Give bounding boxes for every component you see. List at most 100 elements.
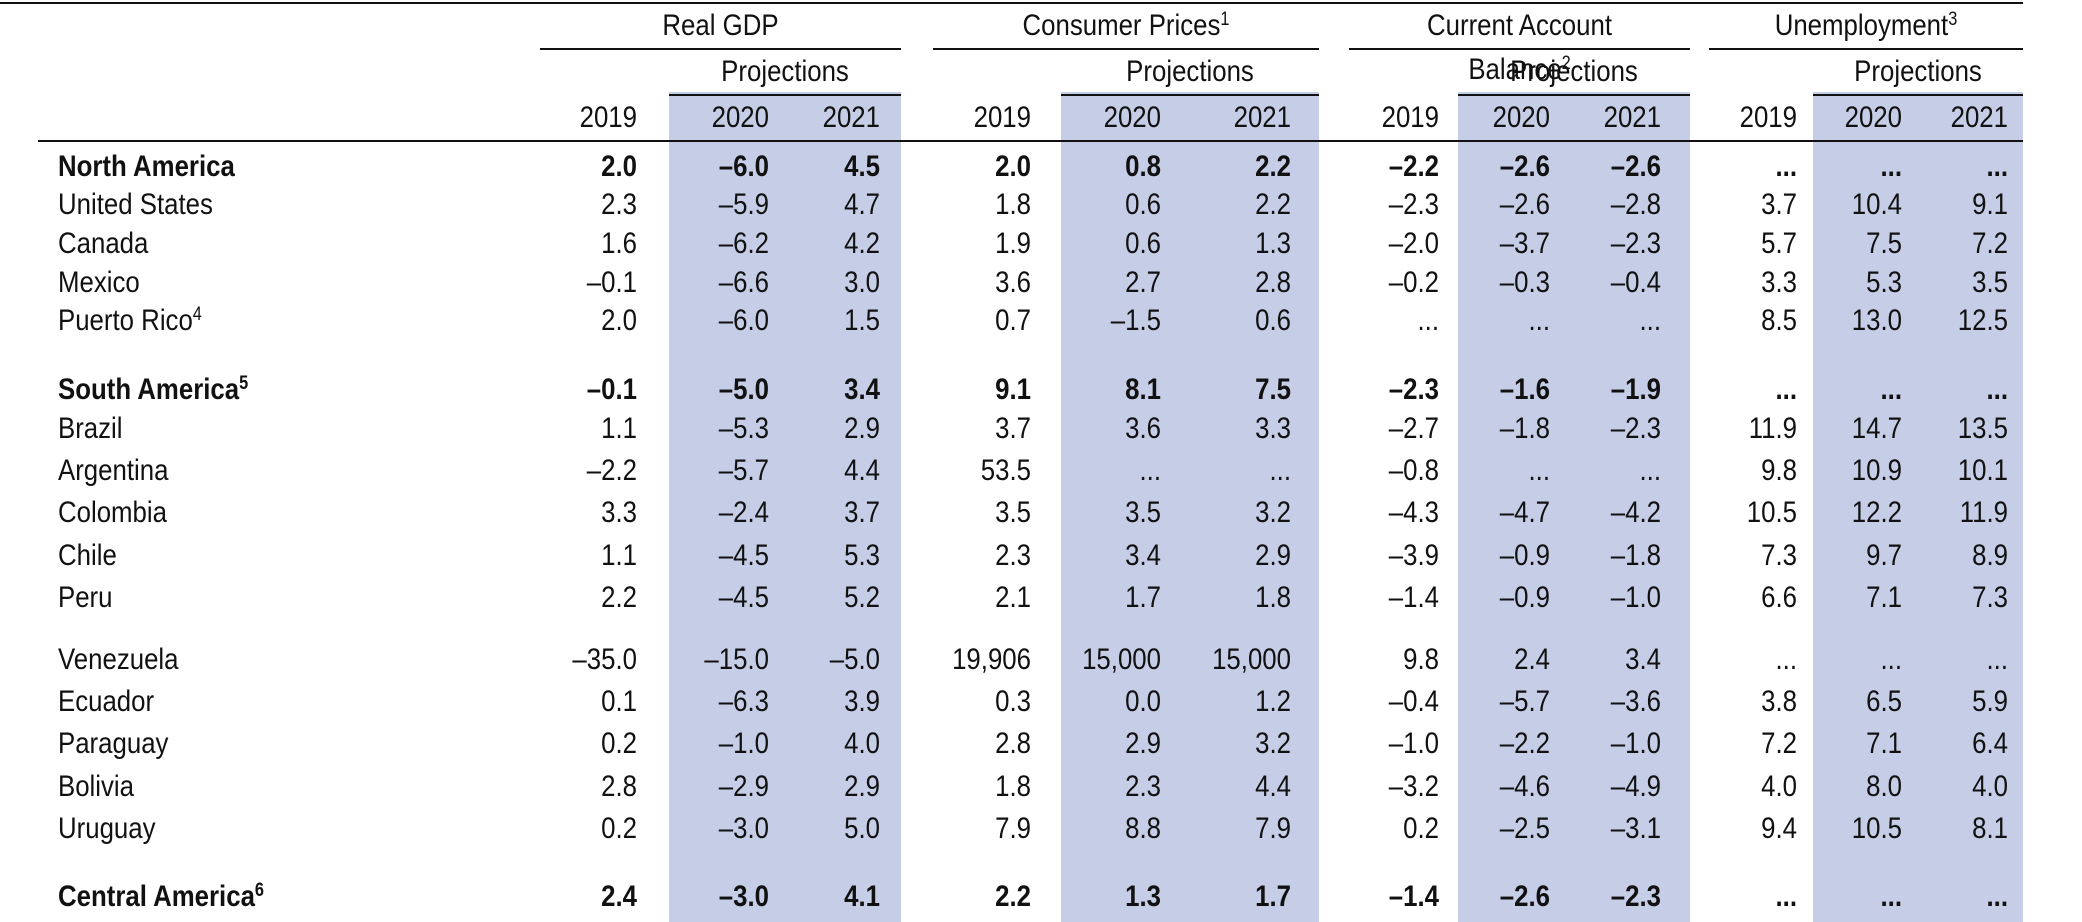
- table-cell: –1.8: [1499, 412, 1550, 445]
- table-cell: 5.3: [844, 539, 880, 572]
- footnote-marker: 3: [1948, 9, 1958, 30]
- table-cell: 7.1: [1866, 581, 1902, 614]
- group-label: Unemployment: [1774, 9, 1949, 42]
- table-cell: –1.0: [1388, 727, 1439, 760]
- table-cell: 0.2: [1403, 812, 1439, 845]
- year-header: 2019: [579, 101, 637, 134]
- table-cell: –5.7: [718, 454, 769, 487]
- table-cell: –3.1: [1610, 812, 1661, 845]
- projections-label-unemp: Projections: [1854, 55, 1982, 88]
- proj-rule-cpi: [1061, 94, 1319, 96]
- row-label-text: Brazil: [58, 412, 123, 445]
- table-cell: 3.4: [1125, 539, 1161, 572]
- group-label: Consumer Prices: [1022, 9, 1221, 42]
- table-cell: –6.0: [718, 150, 769, 183]
- table-cell: –0.2: [1388, 266, 1439, 299]
- table-cell: –2.0: [1388, 227, 1439, 260]
- table-cell: 3.5: [1972, 266, 2008, 299]
- year-header: 2019: [973, 101, 1031, 134]
- table-cell: 1.7: [1125, 581, 1161, 614]
- table-cell: 8.1: [1125, 373, 1161, 406]
- table-cell: 3.4: [844, 373, 880, 406]
- table-cell: 9.4: [1761, 812, 1797, 845]
- table-cell: –2.3: [1610, 880, 1661, 913]
- table-cell: –5.3: [718, 412, 769, 445]
- table-cell: 0.2: [601, 812, 637, 845]
- table-cell: –3.0: [718, 880, 769, 913]
- year-header: 2019: [1381, 101, 1439, 134]
- table-cell: –4.5: [718, 539, 769, 572]
- year-header: 2020: [1844, 101, 1902, 134]
- table-cell: 3.0: [844, 266, 880, 299]
- table-cell: 0.2: [601, 727, 637, 760]
- table-row: United States 2.3 –5.9 4.7 1.8 0.6 2.2 –2.3 –2.6…: [0, 185, 2082, 225]
- table-cell: –4.5: [718, 581, 769, 614]
- table-row: Canada 1.6 –6.2 4.2 1.9 0.6 1.3 –2.0 –3.7 –2.3 5.7…: [0, 224, 2082, 264]
- table-cell: –4.2: [1610, 496, 1661, 529]
- table-cell: 8.5: [1761, 304, 1797, 337]
- row-label: North America: [58, 147, 235, 187]
- table-cell: 2.8: [1255, 266, 1291, 299]
- proj-rule-gdp: [669, 94, 901, 96]
- table-row: Central America6 2.4 –3.0 4.1 2.2 1.3 1.7 –1.4 –…: [0, 877, 2082, 917]
- table-cell: 3.7: [1761, 188, 1797, 221]
- table-row: Venezuela –35.0 –15.0 –5.0 19,906 15,000 15,00…: [0, 640, 2082, 680]
- table-cell: 11.9: [1959, 496, 2008, 529]
- table-cell: –0.9: [1499, 539, 1550, 572]
- table-cell: –4.3: [1388, 496, 1439, 529]
- table-cell: 12.5: [1957, 304, 2008, 337]
- row-label-text: Uruguay: [58, 812, 156, 845]
- table-cell: 1.3: [1255, 227, 1291, 260]
- table-cell: 4.1: [844, 880, 880, 913]
- year-header: 2019: [1739, 101, 1797, 134]
- row-label: Bolivia: [58, 767, 134, 807]
- table-cell: 1.8: [995, 770, 1031, 803]
- table-cell: ...: [1880, 643, 1902, 676]
- table-row: Chile 1.1 –4.5 5.3 2.3 3.4 2.9 –3.9 –0.9 –1.8 7.3 9…: [0, 536, 2082, 576]
- table-row: Mexico –0.1 –6.6 3.0 3.6 2.7 2.8 –0.2 –0.3 –0.4 3.…: [0, 263, 2082, 303]
- table-cell: –0.3: [1499, 266, 1550, 299]
- table-cell: ...: [1986, 373, 2008, 406]
- year-header: 2021: [1603, 101, 1661, 134]
- table-cell: 3.3: [1255, 412, 1291, 445]
- table-cell: 2.9: [844, 412, 880, 445]
- table-cell: 11.9: [1748, 412, 1797, 445]
- table-cell: –1.0: [1610, 727, 1661, 760]
- table-cell: 6.6: [1761, 581, 1797, 614]
- table-cell: 5.0: [844, 812, 880, 845]
- table-cell: 9.8: [1761, 454, 1797, 487]
- projection-band-cab: [1458, 92, 1690, 922]
- row-label: Peru: [58, 578, 113, 618]
- table-cell: 1.5: [844, 304, 880, 337]
- table-cell: –0.9: [1499, 581, 1550, 614]
- group-label: Current Account Balance: [1426, 9, 1613, 86]
- group-label: Real GDP: [662, 9, 779, 42]
- table-cell: ...: [1775, 880, 1797, 913]
- table-cell: 3.8: [1761, 685, 1797, 718]
- row-label-text: Chile: [58, 539, 117, 572]
- table-cell: 2.3: [995, 539, 1031, 572]
- year-header: 2021: [1233, 101, 1291, 134]
- table-cell: 3.3: [1761, 266, 1797, 299]
- row-label-text: Mexico: [58, 266, 140, 299]
- row-label-text: Bolivia: [58, 770, 135, 803]
- table-row: Paraguay 0.2 –1.0 4.0 2.8 2.9 3.2 –1.0 –2.2 –1.0 7…: [0, 724, 2082, 764]
- table-cell: 3.9: [844, 685, 880, 718]
- table-cell: –35.0: [572, 643, 637, 676]
- header-bottom-rule: [38, 140, 2023, 142]
- table-cell: –3.6: [1610, 685, 1661, 718]
- table-cell: 1.1: [601, 539, 637, 572]
- table-cell: 2.2: [1255, 188, 1291, 221]
- group-rule-cab: [1349, 48, 1690, 50]
- top-rule: [0, 2, 2023, 4]
- table-cell: 4.4: [844, 454, 880, 487]
- table-cell: –2.7: [1388, 412, 1439, 445]
- group-header-cpi: Consumer Prices1: [960, 4, 1292, 48]
- group-rule-cpi: [933, 48, 1319, 50]
- row-label-text: South America: [58, 373, 240, 406]
- table-cell: –4.7: [1499, 496, 1550, 529]
- row-label-text: Canada: [58, 227, 149, 260]
- row-label: Canada: [58, 224, 148, 264]
- table-cell: –4.6: [1499, 770, 1550, 803]
- table-cell: 5.9: [1972, 685, 2008, 718]
